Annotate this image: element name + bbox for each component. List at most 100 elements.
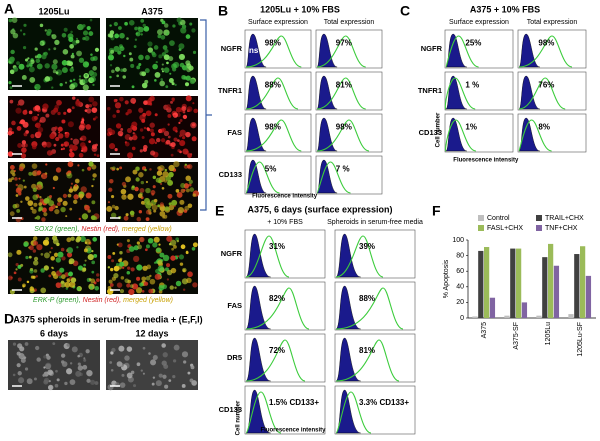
cell [139, 71, 144, 76]
cell [164, 48, 169, 54]
stain-curve [518, 35, 573, 68]
cell [45, 141, 52, 148]
cell [178, 43, 185, 50]
cell [86, 25, 91, 31]
cell [130, 63, 135, 68]
cell [120, 188, 127, 195]
cell [84, 35, 90, 41]
cell [119, 289, 125, 294]
cell [184, 163, 187, 166]
cell [78, 57, 85, 63]
label: 7 % [336, 164, 350, 173]
cell [70, 236, 75, 241]
cell [92, 173, 97, 178]
cell [16, 126, 22, 131]
cell [28, 66, 35, 73]
cell [135, 31, 141, 37]
cell [15, 194, 19, 197]
cell [32, 236, 38, 241]
cell [154, 113, 158, 117]
cell [40, 253, 44, 256]
cell [166, 235, 173, 242]
stain-curve [245, 35, 302, 68]
cell [95, 116, 98, 119]
cell [82, 61, 90, 68]
cell [167, 114, 172, 118]
cell [25, 196, 30, 201]
cell [17, 371, 22, 376]
cell [41, 53, 47, 60]
cell [142, 23, 146, 28]
cell [159, 252, 165, 258]
cell [126, 283, 131, 288]
cell [92, 237, 98, 242]
cell [51, 267, 55, 270]
cell [79, 372, 83, 377]
stain-curve [335, 287, 404, 330]
cell [109, 30, 115, 35]
cell [107, 286, 112, 290]
cell [116, 109, 120, 114]
cell [91, 146, 98, 152]
cell [118, 44, 123, 49]
cell [182, 136, 186, 140]
caption-part: merged (yellow) [122, 226, 172, 233]
cell [135, 287, 143, 294]
cell [90, 215, 96, 221]
label: FAS [227, 128, 242, 137]
cell [53, 107, 59, 113]
caption-part: ERK-P (green), [33, 297, 81, 304]
label: 88% [359, 294, 375, 303]
cell [118, 345, 125, 352]
cell [39, 41, 43, 45]
cell [182, 114, 188, 120]
cell [187, 271, 193, 278]
cell [77, 164, 80, 167]
cell [83, 357, 86, 360]
cell [134, 133, 137, 136]
cell [192, 102, 195, 105]
cell [8, 18, 13, 23]
cell [60, 247, 65, 252]
cell [126, 372, 133, 379]
cell [177, 139, 180, 142]
cell [16, 61, 20, 66]
stain-curve [335, 339, 400, 382]
cell [21, 143, 26, 148]
label: D [4, 311, 14, 327]
cell [158, 179, 162, 184]
cell [47, 384, 54, 391]
cell [37, 113, 40, 116]
cell [149, 278, 156, 285]
cell [119, 261, 125, 267]
cell [45, 113, 50, 118]
cell [15, 262, 19, 267]
cell [62, 193, 68, 198]
cell [118, 258, 122, 263]
cell [173, 244, 177, 249]
bar [542, 257, 548, 318]
cell [176, 239, 180, 243]
cell [43, 265, 49, 271]
cell [185, 68, 188, 71]
cell [152, 242, 158, 248]
cell [180, 244, 186, 250]
cell [16, 208, 21, 213]
stain-curve [245, 287, 310, 330]
cell [119, 96, 124, 102]
cell [20, 153, 27, 159]
cell [116, 282, 123, 288]
cell [109, 361, 113, 364]
cell [163, 29, 170, 36]
stain-curve [245, 161, 280, 194]
isotype-curve [316, 75, 338, 110]
cell [109, 64, 113, 67]
cell [177, 149, 181, 153]
cell [162, 374, 167, 379]
cell [69, 44, 74, 49]
cell [71, 52, 74, 55]
cell [141, 135, 145, 139]
stain-curve [316, 77, 366, 110]
cell [116, 167, 119, 171]
cell [167, 179, 174, 186]
